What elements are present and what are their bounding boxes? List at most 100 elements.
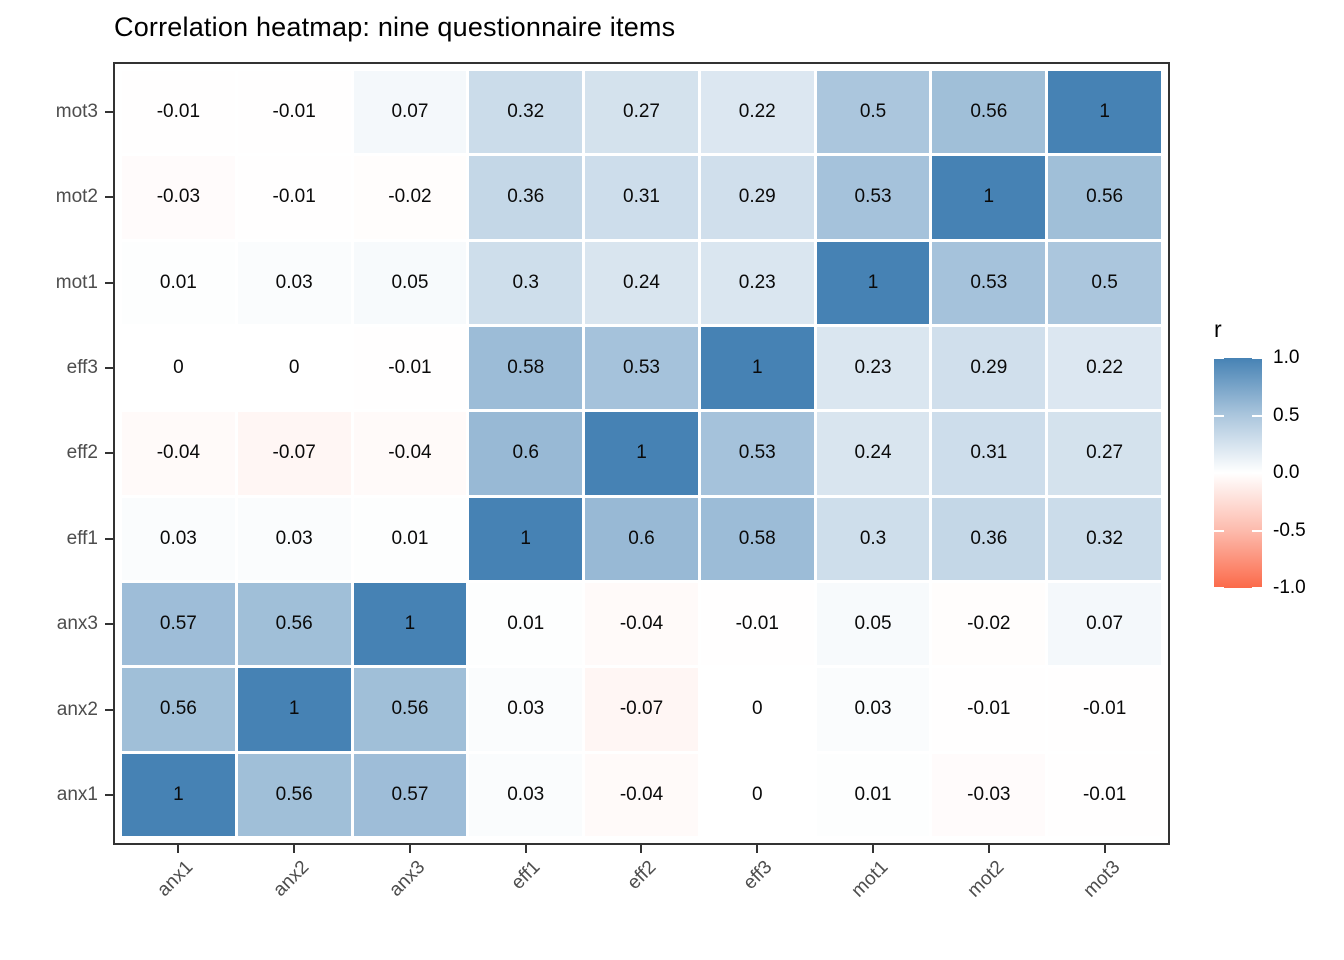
cell-value: 0.24: [623, 271, 660, 293]
heatmap-cell: 0.56: [353, 668, 467, 751]
heatmap-cell: 0.5: [1048, 241, 1161, 324]
heatmap-cell: 0.29: [932, 327, 1046, 410]
heatmap-cell: 0.24: [585, 241, 698, 324]
heatmap-cell: -0.01: [1048, 668, 1161, 751]
heatmap-cell: 0.6: [585, 497, 698, 580]
heatmap-cell: -0.01: [700, 583, 814, 666]
cell-value: 0.6: [628, 527, 655, 549]
cell-value: 1: [404, 613, 416, 635]
heatmap-cell: 0.05: [353, 241, 467, 324]
x-axis-tick: [292, 845, 295, 853]
heatmap-cell: 0.58: [469, 327, 583, 410]
x-axis: anx1 anx2 anx3 eff1 eff2 eff3 mot1 mot2 mot3: [120, 845, 1163, 955]
heatmap-cell: 0.31: [932, 412, 1046, 495]
cell-value: 0.27: [1086, 442, 1124, 464]
heatmap-cell: 0.36: [469, 156, 583, 239]
cell-value: -0.07: [619, 698, 664, 720]
y-axis-tick: [105, 196, 113, 199]
heatmap-cell: -0.02: [353, 156, 467, 239]
heatmap-cell: -0.03: [122, 156, 235, 239]
cell-value: 0.07: [391, 101, 429, 123]
x-axis-label: eff3: [739, 856, 777, 894]
heatmap-cell: 0: [700, 668, 814, 751]
y-axis-tick: [105, 367, 113, 370]
heatmap-cell: 0.27: [1048, 412, 1161, 495]
y-axis-tick: [105, 110, 113, 113]
heatmap-cell: -0.02: [932, 583, 1046, 666]
colorbar-tick: [1214, 587, 1224, 588]
cell-value: 0.6: [512, 442, 539, 464]
cell-value: -0.01: [272, 101, 316, 123]
heatmap-cell: -0.01: [122, 71, 235, 154]
cell-value: 0.3: [512, 271, 539, 293]
heatmap-cell: -0.04: [585, 753, 698, 836]
heatmap-cell: 1: [700, 327, 814, 410]
cell-value: -0.01: [388, 357, 432, 379]
heatmap-cell: 0.58: [700, 497, 814, 580]
cell-value: -0.01: [735, 613, 779, 635]
legend-colorbar: [1214, 358, 1262, 588]
x-axis-tick: [872, 845, 875, 853]
colorbar-tick: [1214, 472, 1224, 474]
y-axis-label: eff2: [66, 442, 98, 464]
cell-value: 0.03: [507, 698, 545, 720]
cell-value: -0.04: [388, 442, 432, 464]
x-axis-tick: [756, 845, 759, 853]
y-axis-row: anx1: [0, 753, 113, 838]
cell-value: 0: [288, 357, 300, 379]
cell-value: 0.36: [507, 186, 545, 208]
heatmap-cell: 0.24: [816, 412, 930, 495]
cell-value: 1: [288, 698, 300, 720]
cell-value: -0.04: [619, 613, 664, 635]
y-axis-row: mot3: [0, 69, 113, 154]
y-axis-label: eff3: [66, 357, 98, 379]
heatmap-cell: 0.01: [353, 497, 467, 580]
cell-value: 0.58: [738, 527, 776, 549]
cell-value: 0: [751, 698, 763, 720]
heatmap-cell: 0.23: [700, 241, 814, 324]
heatmap-cell: 1: [353, 583, 467, 666]
legend-tick-label: 0.5: [1273, 404, 1300, 426]
heatmap-cell: 0.56: [237, 583, 351, 666]
x-axis-label: mot1: [847, 856, 893, 902]
heatmap-cell: 0.23: [816, 327, 930, 410]
cell-value: 0.32: [1086, 527, 1124, 549]
cell-value: 0.31: [623, 186, 660, 208]
x-axis-col: eff1: [468, 845, 584, 955]
cell-value: 0.01: [854, 783, 892, 805]
heatmap-cell: 0.01: [469, 583, 583, 666]
y-axis-row: eff1: [0, 496, 113, 581]
heatmap-cell: 0.03: [237, 241, 351, 324]
x-axis-tick: [640, 845, 643, 853]
heatmap-cell: -0.01: [1048, 753, 1161, 836]
cell-value: 0: [173, 357, 184, 379]
cell-value: -0.01: [272, 186, 316, 208]
cell-value: -0.07: [272, 442, 316, 464]
cell-value: 1: [636, 442, 647, 464]
cell-value: 0.5: [1091, 271, 1118, 293]
heatmap-cell: 1: [469, 497, 583, 580]
cell-value: 0.29: [970, 357, 1008, 379]
heatmap-cell: 0.27: [585, 71, 698, 154]
heatmap-cell: 0.03: [469, 753, 583, 836]
y-axis-tick: [105, 281, 113, 284]
heatmap-cell: 0.32: [469, 71, 583, 154]
heatmap-cell: 1: [237, 668, 351, 751]
cell-value: 1: [983, 186, 995, 208]
x-axis-tick: [988, 845, 991, 853]
legend-tick-label: 0.0: [1273, 462, 1300, 483]
y-axis-label: eff1: [66, 527, 98, 549]
y-axis: mot3 mot2 mot1 eff3 eff2 eff1 anx3 anx2 anx1: [0, 69, 113, 838]
heatmap-cell: 0: [700, 753, 814, 836]
x-axis-col: mot3: [1047, 845, 1163, 955]
cell-value: 0.56: [970, 101, 1008, 123]
cell-value: -0.03: [967, 783, 1011, 805]
heatmap-cell: 0.31: [585, 156, 698, 239]
cell-value: 0.3: [859, 527, 887, 549]
colorbar-tick: [1252, 529, 1262, 532]
x-axis-tick: [176, 845, 179, 853]
cell-value: 0.53: [970, 271, 1008, 293]
heatmap-cell: 1: [1048, 71, 1161, 154]
cell-value: -0.04: [619, 783, 664, 805]
heatmap-cell: -0.01: [353, 327, 467, 410]
